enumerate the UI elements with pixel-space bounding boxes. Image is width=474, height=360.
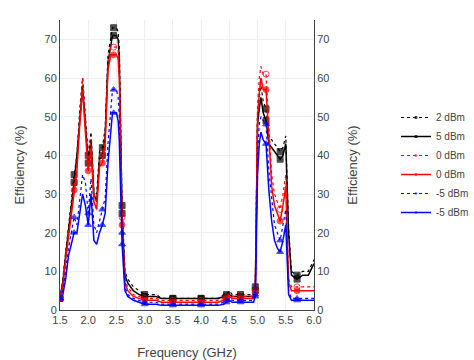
svg-text:2 dBm: 2 dBm [436,112,465,123]
svg-text:0: 0 [51,304,57,316]
svg-text:3.5: 3.5 [165,314,180,326]
svg-text:4.0: 4.0 [193,314,208,326]
svg-text:50: 50 [317,111,329,123]
svg-text:20: 20 [45,227,57,239]
svg-text:70: 70 [45,33,57,45]
svg-text:30: 30 [317,188,329,200]
svg-text:2.5: 2.5 [109,314,124,326]
svg-text:10: 10 [317,265,329,277]
svg-text:20: 20 [317,227,329,239]
svg-text:4.5: 4.5 [222,314,237,326]
svg-text:Frequency (GHz): Frequency (GHz) [137,345,237,360]
svg-text:0 dBm: 0 dBm [436,150,465,161]
svg-text:Efficiency (%): Efficiency (%) [345,125,360,204]
svg-text:5.0: 5.0 [250,314,265,326]
svg-text:70: 70 [317,33,329,45]
svg-text:40: 40 [317,149,329,161]
svg-text:0: 0 [317,304,323,316]
svg-text:30: 30 [45,188,57,200]
svg-text:5 dBm: 5 dBm [436,131,465,142]
svg-text:40: 40 [45,149,57,161]
svg-text:5.5: 5.5 [278,314,293,326]
svg-text:Efficiency (%): Efficiency (%) [12,125,27,204]
svg-text:1.5: 1.5 [52,314,67,326]
svg-text:-5 dBm: -5 dBm [436,188,468,199]
svg-text:0 dBm: 0 dBm [436,169,465,180]
svg-text:3.0: 3.0 [137,314,152,326]
svg-text:50: 50 [45,111,57,123]
svg-text:60: 60 [45,72,57,84]
svg-text:6.0: 6.0 [306,314,321,326]
svg-text:10: 10 [45,265,57,277]
svg-text:-5 dBm: -5 dBm [436,207,468,218]
svg-text:60: 60 [317,72,329,84]
svg-text:2.0: 2.0 [81,314,96,326]
